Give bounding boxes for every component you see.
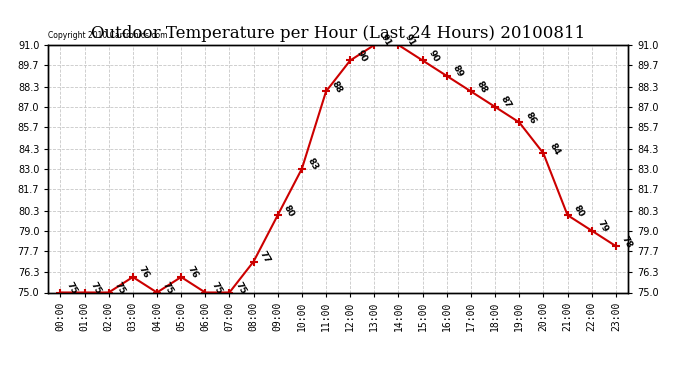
Text: 75: 75	[89, 280, 103, 296]
Text: 91: 91	[379, 33, 393, 48]
Text: 77: 77	[258, 249, 272, 265]
Text: 90: 90	[355, 48, 368, 64]
Text: 86: 86	[524, 110, 538, 126]
Text: 80: 80	[282, 203, 296, 219]
Text: 75: 75	[234, 280, 248, 296]
Text: 75: 75	[65, 280, 79, 296]
Text: 91: 91	[403, 33, 417, 48]
Text: 87: 87	[500, 95, 513, 110]
Text: 80: 80	[572, 203, 586, 219]
Text: 76: 76	[186, 265, 199, 280]
Text: 84: 84	[548, 141, 562, 157]
Text: 75: 75	[210, 280, 224, 296]
Text: Copyright 2010 Cartronics.com: Copyright 2010 Cartronics.com	[48, 31, 168, 40]
Text: 79: 79	[596, 219, 610, 234]
Text: 75: 75	[113, 280, 127, 296]
Text: 89: 89	[451, 64, 465, 80]
Text: 88: 88	[331, 80, 344, 95]
Text: 83: 83	[306, 157, 320, 172]
Text: 75: 75	[161, 280, 175, 296]
Text: 78: 78	[620, 234, 634, 249]
Title: Outdoor Temperature per Hour (Last 24 Hours) 20100811: Outdoor Temperature per Hour (Last 24 Ho…	[91, 25, 585, 42]
Text: 90: 90	[427, 48, 441, 64]
Text: 76: 76	[137, 265, 151, 280]
Text: 88: 88	[475, 80, 489, 95]
